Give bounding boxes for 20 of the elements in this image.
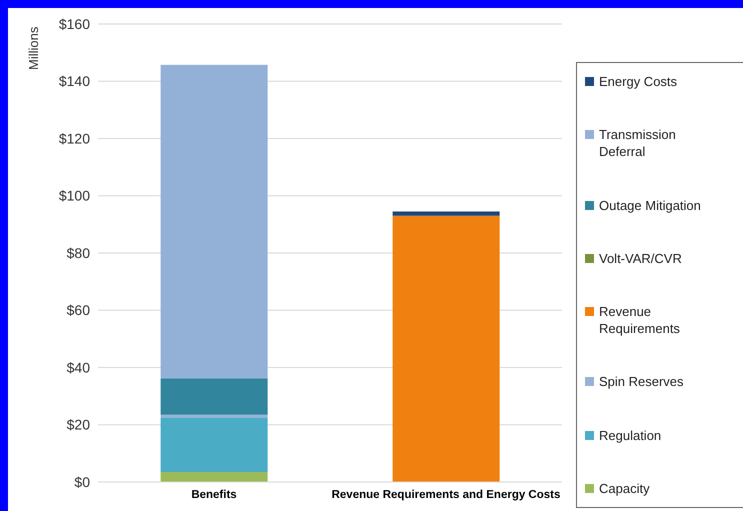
x-tick-label: Revenue Requirements and Energy Costs (332, 489, 560, 502)
y-tick-label: $120 (58, 130, 90, 146)
legend-label: Spin Reserves (599, 373, 685, 390)
legend-label: Volt-VAR/CVR (599, 250, 683, 267)
legend-label: Transmission Deferral (599, 126, 677, 160)
y-tick-label: $40 (66, 359, 90, 376)
legend-label: Outage Mitigation (599, 196, 702, 214)
y-tick-label: $100 (58, 188, 90, 204)
y-tick-label: $160 (58, 16, 90, 32)
y-tick-label: $20 (66, 416, 90, 433)
x-tick-label: Benefits (191, 489, 237, 502)
y-tick-label: $0 (74, 474, 90, 490)
y-tick-label: $140 (58, 73, 90, 90)
y-tick-label: $80 (66, 244, 90, 261)
legend-label: Capacity (599, 480, 651, 497)
y-tick-label: $60 (66, 302, 90, 318)
legend-label: Regulation (599, 426, 662, 444)
legend-label: Energy Costs (599, 73, 678, 90)
y-axis-title: Millions (26, 26, 41, 70)
legend-label: Revenue Requirements (599, 303, 681, 338)
